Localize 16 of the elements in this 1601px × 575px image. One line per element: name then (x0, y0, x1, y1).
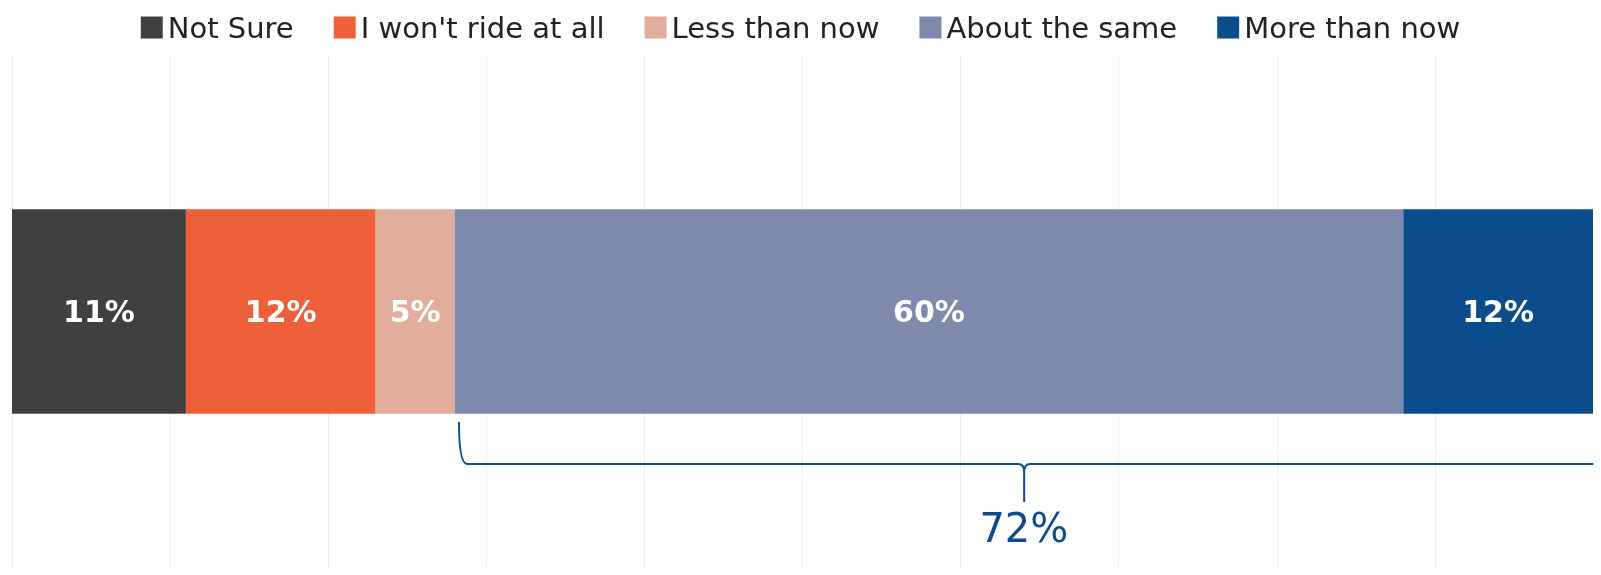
data-label: 11% (63, 294, 135, 329)
data-label: 60% (893, 294, 965, 329)
data-label: 5% (389, 294, 441, 329)
legend-label: Not Sure (167, 10, 294, 45)
bar (454, 209, 1404, 414)
bar (375, 209, 455, 414)
text: 72% (979, 504, 1069, 551)
data-label: 12% (1462, 294, 1535, 329)
bar (1403, 209, 1593, 414)
bar (185, 209, 376, 414)
legend-label: Less than now (671, 10, 880, 45)
data-label: 12% (244, 294, 317, 329)
bar (12, 209, 186, 414)
legend-label: About the same (946, 10, 1178, 45)
legend-label: More than now (1244, 10, 1461, 45)
legend-label: I won't ride at all (360, 10, 605, 45)
